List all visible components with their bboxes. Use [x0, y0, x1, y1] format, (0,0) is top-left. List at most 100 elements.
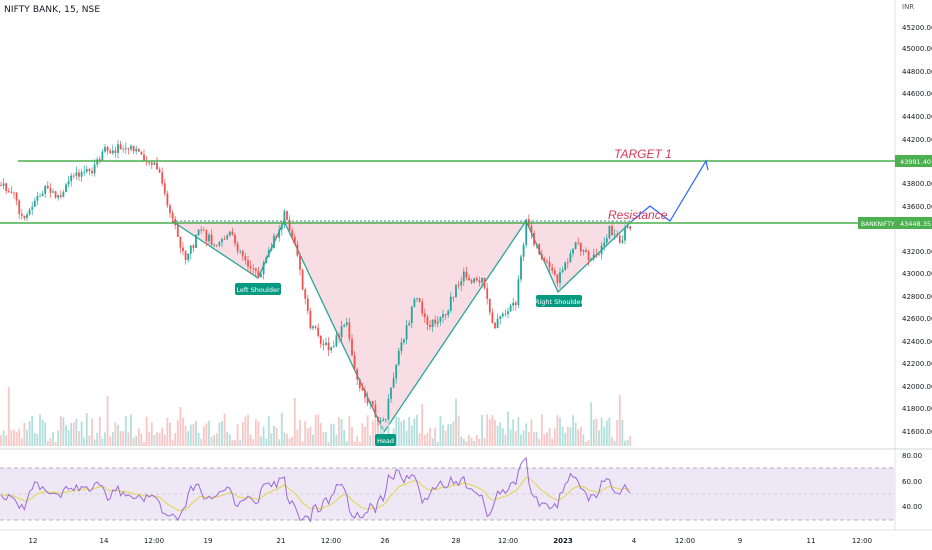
candle	[166, 193, 169, 206]
volume-bar	[564, 432, 567, 446]
time-tick: 11	[807, 537, 816, 545]
volume-bar	[442, 424, 444, 446]
candle	[348, 322, 351, 339]
candle	[161, 172, 164, 184]
volume-bar	[241, 422, 244, 446]
volume-bar	[117, 424, 119, 446]
candle	[387, 398, 390, 420]
candle	[468, 277, 470, 281]
candle	[78, 172, 80, 177]
volume-bar	[13, 429, 15, 446]
candle	[20, 213, 23, 216]
volume-bar	[83, 437, 86, 446]
candle	[278, 229, 281, 238]
volume-bar	[556, 415, 559, 446]
candle	[33, 200, 36, 207]
candle	[5, 183, 8, 192]
volume-bar	[161, 427, 164, 446]
candles	[0, 140, 632, 426]
price-axis[interactable]: 45200.00 45000.00 44800.00 44600.00 4440…	[902, 24, 932, 436]
price-tick: 42800.00	[902, 293, 932, 301]
candle	[624, 227, 626, 241]
volume-bar	[455, 398, 457, 446]
candle	[390, 387, 392, 399]
volume-bar	[309, 426, 312, 446]
volume-bar	[101, 438, 104, 446]
candle	[364, 390, 366, 398]
time-tick: 4	[632, 537, 637, 545]
candle	[405, 325, 408, 340]
candle	[150, 162, 153, 165]
candle	[379, 421, 382, 422]
volume-bar	[416, 414, 418, 446]
candle	[210, 234, 213, 245]
projection-path[interactable]	[631, 159, 709, 222]
volume-bar	[514, 431, 517, 446]
volume-bar	[174, 433, 177, 446]
rsi-line	[0, 456, 631, 523]
resistance-annotation: Resistance	[608, 208, 668, 222]
candle	[533, 232, 535, 245]
right-shoulder-label-bg	[536, 295, 582, 307]
volume-bar	[7, 387, 10, 446]
candle	[481, 277, 483, 283]
volume-bar	[85, 413, 88, 446]
volume-bar	[215, 433, 218, 446]
volume-bar	[587, 440, 590, 446]
volume-bar	[457, 416, 460, 446]
candle	[174, 218, 177, 226]
candle	[130, 145, 132, 150]
candle	[293, 236, 296, 245]
volume-bar	[62, 417, 65, 446]
volume-bar	[46, 440, 49, 446]
candle	[291, 230, 294, 237]
candle	[585, 250, 587, 252]
volume-bar	[413, 418, 416, 446]
candle	[546, 261, 548, 263]
volume-bar	[65, 425, 67, 446]
candle	[270, 247, 273, 251]
volume-bar	[223, 413, 226, 446]
candle	[442, 314, 444, 318]
volume-bar	[559, 417, 561, 446]
candle	[478, 280, 481, 283]
volume-bar	[465, 441, 468, 446]
volume-bar	[78, 431, 80, 446]
volume-bar	[624, 440, 626, 446]
volume-bar	[36, 434, 39, 446]
candle	[514, 302, 517, 306]
candle	[564, 262, 567, 271]
volume-bar	[96, 432, 99, 446]
volume-bar	[52, 432, 54, 446]
candle	[267, 250, 270, 258]
time-axis[interactable]: 12 14 12:00 19 21 12:00 26 28 12:00 2023…	[29, 537, 873, 545]
target-price-text: 43991.40	[900, 158, 931, 166]
volume-bar	[182, 417, 184, 446]
volume-bar	[426, 432, 429, 446]
volume-bar	[171, 440, 174, 446]
candle	[109, 150, 112, 154]
candle	[460, 281, 463, 286]
candle	[127, 148, 130, 150]
volume-bar	[249, 434, 252, 446]
candle	[540, 254, 543, 260]
candle	[553, 270, 556, 275]
candle	[579, 242, 582, 252]
volume-bar	[59, 415, 62, 446]
candle	[239, 250, 242, 252]
candle	[244, 256, 247, 261]
candle	[7, 191, 10, 192]
candle	[611, 226, 613, 235]
rsi-axis[interactable]: 80.00 60.00 40.00	[902, 452, 922, 511]
candle	[158, 169, 161, 173]
candle	[590, 258, 593, 261]
candle	[330, 347, 333, 351]
volume-bar	[72, 422, 75, 446]
candle	[507, 311, 509, 315]
volume-bar	[283, 432, 286, 446]
candle	[371, 401, 374, 405]
volume-bar	[468, 434, 470, 446]
candle	[26, 214, 28, 218]
candle	[616, 234, 619, 236]
